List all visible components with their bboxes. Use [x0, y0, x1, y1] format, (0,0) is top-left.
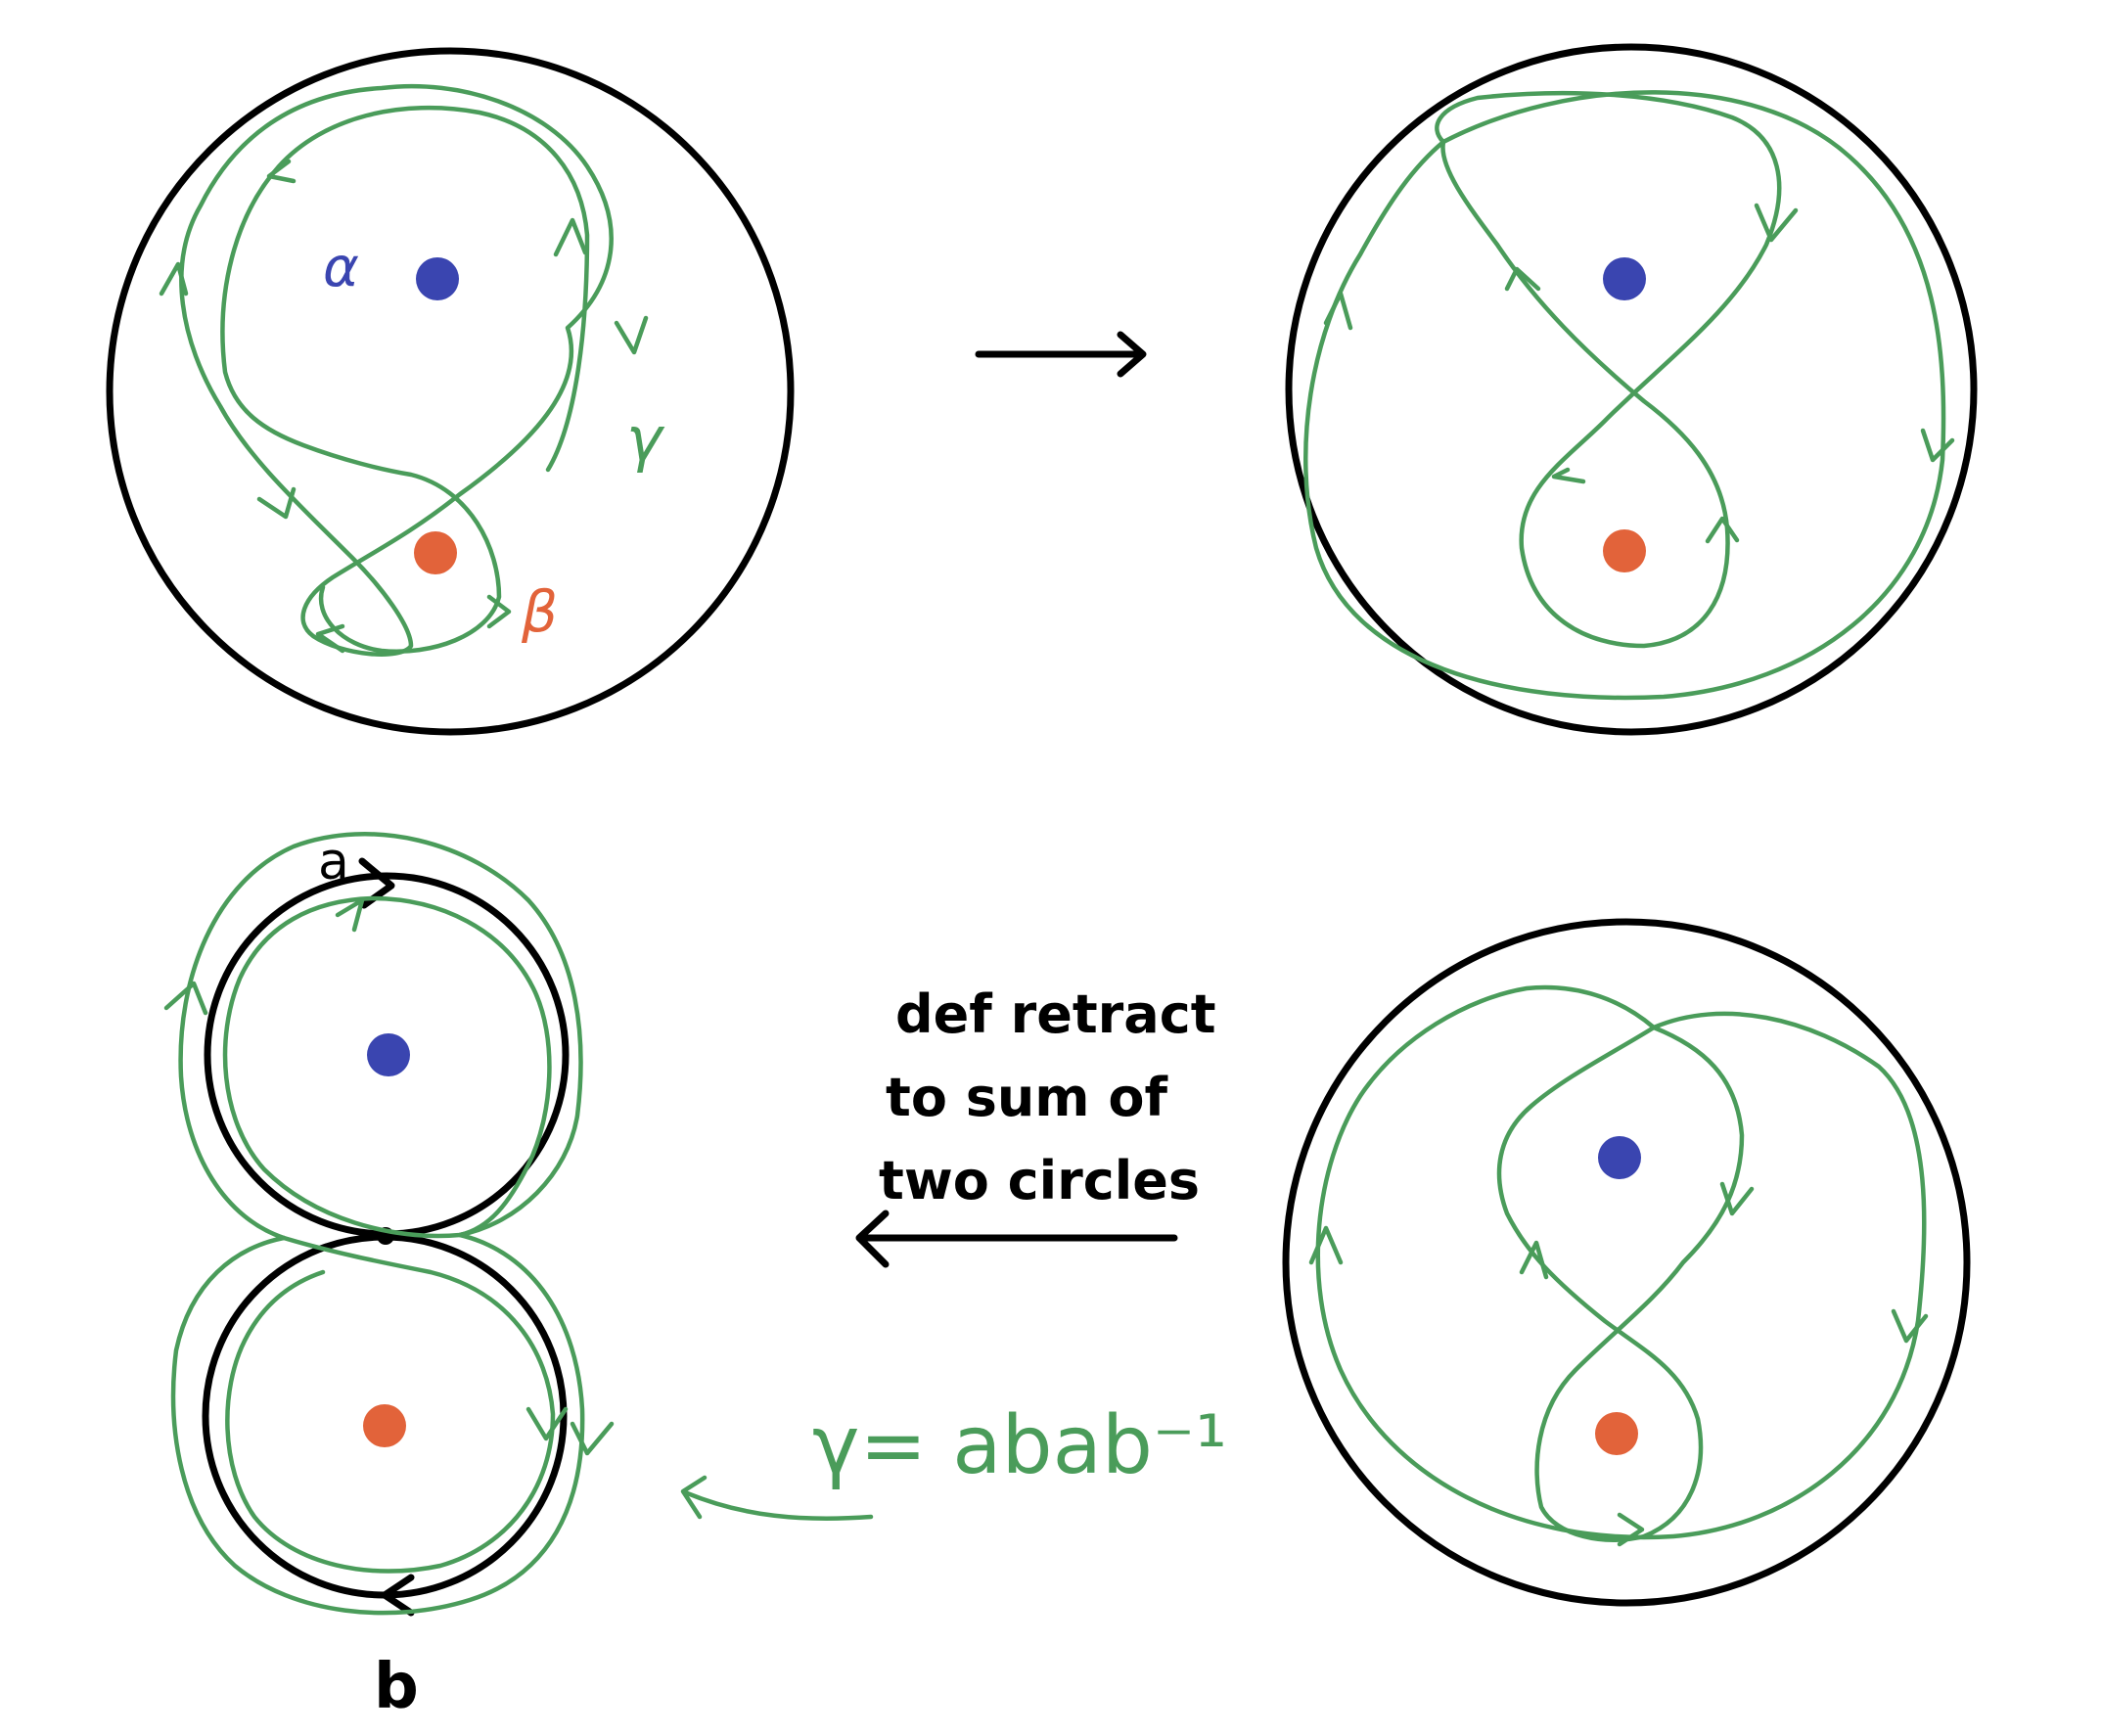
arrow-a-outer — [163, 981, 208, 1016]
arrow-down-right — [614, 315, 649, 355]
arrow-up-outer-left — [1323, 291, 1353, 331]
caption-line-1: def retract — [895, 983, 1216, 1045]
loop-around-a-outer — [178, 832, 583, 1241]
puncture-alpha — [1598, 1136, 1641, 1179]
label-beta: β — [521, 578, 558, 645]
arrow-left-head — [855, 1210, 890, 1268]
arrow-a-inner — [335, 897, 365, 933]
disk-boundary — [1285, 43, 1978, 736]
arrow-left-bottom — [315, 623, 345, 654]
puncture-beta — [414, 531, 457, 574]
arrow-up-left — [1519, 1240, 1549, 1280]
arrow-up-outer-left — [1308, 1225, 1344, 1265]
arrow-down-left — [1551, 467, 1586, 484]
puncture-alpha — [367, 1033, 410, 1076]
arrow-right-bottom — [1617, 1512, 1645, 1547]
puncture-beta — [1603, 529, 1646, 572]
loop-around-b-outer — [170, 1232, 585, 1616]
puncture-alpha — [416, 257, 459, 300]
loop-around-a-inner — [222, 895, 552, 1239]
equation-group: γ= abab⁻¹ — [680, 1399, 1227, 1521]
arrow-down-outer-right — [1920, 428, 1955, 463]
panel-deformed-loop — [1285, 43, 1978, 736]
puncture-beta — [363, 1404, 406, 1447]
loop-inner-eight — [1496, 1025, 1745, 1542]
label-b: b — [374, 1651, 419, 1723]
caption-line-3: two circles — [879, 1150, 1200, 1211]
arrow-b-inner — [525, 1406, 569, 1441]
arrow-down-left — [256, 486, 297, 520]
panel-simplified-loop — [1282, 918, 1971, 1607]
arrow-down-right — [1754, 203, 1799, 243]
loop-around-b-inner — [225, 1235, 556, 1574]
retract-caption: def retract to sum of two circles — [855, 983, 1216, 1268]
puncture-alpha — [1603, 257, 1646, 300]
equation-arrow — [682, 1489, 874, 1521]
equation-arrow-head — [680, 1475, 708, 1520]
loop-outer-circle — [1303, 90, 1946, 701]
equation-text: γ= abab⁻¹ — [812, 1399, 1227, 1492]
arrow-up-left — [159, 261, 189, 297]
panel-original-loop: α β γ — [106, 47, 795, 736]
arrow-up-left — [1504, 266, 1541, 292]
arrow-up-right — [1705, 516, 1740, 544]
arrow-up-right — [553, 217, 588, 257]
disk-boundary — [106, 47, 795, 736]
loop-outer-arc — [1315, 984, 1927, 1540]
arrow-down-right — [1719, 1181, 1755, 1216]
loop-gamma-inner — [220, 105, 590, 654]
label-gamma: γ — [626, 403, 665, 475]
arrow-b-outer — [570, 1421, 615, 1456]
label-a: a — [318, 833, 349, 891]
label-alpha: α — [323, 236, 359, 299]
arrow-right-bottom — [486, 594, 512, 629]
arrow-b — [381, 1574, 415, 1617]
panel-wedge-of-circles: a b — [163, 832, 615, 1723]
loop-figure-eight — [1435, 90, 1782, 649]
arrow-down-outer-right — [1891, 1308, 1929, 1344]
disk-boundary — [1282, 918, 1971, 1607]
arrow-left-top — [266, 159, 297, 184]
caption-line-2: to sum of — [886, 1067, 1167, 1128]
arrow-top-right — [975, 331, 1147, 378]
puncture-beta — [1595, 1412, 1638, 1455]
loop-gamma-outer — [179, 83, 614, 657]
